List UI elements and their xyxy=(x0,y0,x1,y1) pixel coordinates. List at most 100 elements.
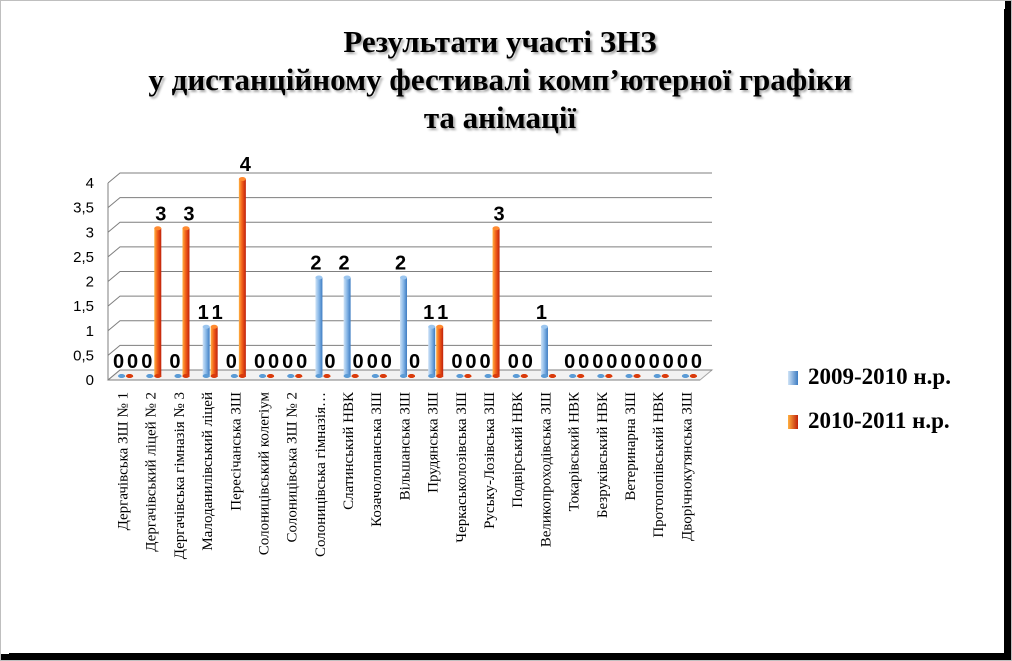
bar-cap xyxy=(436,324,444,329)
data-label: 0 xyxy=(268,351,279,373)
data-label: 0 xyxy=(169,351,180,373)
gridline xyxy=(107,271,712,282)
x-tick-label: Подвірський НВК xyxy=(510,391,526,508)
data-label: 3 xyxy=(183,203,194,225)
y-tick-label: 3 xyxy=(86,224,94,241)
data-label: 0 xyxy=(480,351,491,373)
data-label: 1 xyxy=(198,302,209,324)
bar-base xyxy=(146,374,154,378)
bar-base xyxy=(464,374,472,378)
y-tick-label: 2 xyxy=(86,274,94,291)
bar-2010 xyxy=(210,326,218,377)
data-label: 3 xyxy=(494,203,505,225)
bar-base xyxy=(202,374,210,378)
bar-2009 xyxy=(400,277,407,377)
gridline xyxy=(107,197,712,209)
bar-base xyxy=(408,374,415,378)
bar-cap xyxy=(492,226,500,231)
bar-cap xyxy=(428,324,436,329)
bar-2009 xyxy=(343,277,351,377)
bar-2010 xyxy=(492,228,500,377)
bar-base xyxy=(633,374,641,378)
y-tick-label: 3,5 xyxy=(73,200,94,217)
bar-base xyxy=(456,374,464,378)
chart-title-line-3: та анімації xyxy=(423,100,577,135)
x-tick-label: Дворічнокутянська ЗШ xyxy=(679,392,695,541)
data-label: 0 xyxy=(620,351,631,373)
x-tick-label: Слатинський НВК xyxy=(341,391,357,510)
bar-2009 xyxy=(428,326,436,377)
bar-2010 xyxy=(154,228,162,377)
bar-base xyxy=(512,374,520,378)
legend-swatch-2010 xyxy=(788,415,798,429)
data-label: 0 xyxy=(606,351,617,373)
data-label: 0 xyxy=(324,351,335,373)
x-tick-label: Ветеринарна ЗШ xyxy=(623,392,639,501)
bar-base xyxy=(230,374,238,378)
x-tick-label: Солоницівський колегіум xyxy=(256,391,272,555)
data-label: 2 xyxy=(339,253,350,275)
data-label: 0 xyxy=(282,351,293,373)
y-tick-label: 1,5 xyxy=(73,298,94,315)
bar-cap xyxy=(182,226,190,231)
bar-base xyxy=(182,374,190,378)
bar-base xyxy=(295,374,303,378)
bar-cap xyxy=(315,275,323,280)
bar-base xyxy=(315,374,323,378)
bar-base xyxy=(540,374,548,378)
bar-cap xyxy=(154,226,162,231)
bar-base xyxy=(597,374,605,378)
chart-title-line-1: Результати участі ЗНЗ xyxy=(343,24,657,59)
x-tick-label: Козачолопанська ЗШ xyxy=(369,392,385,527)
bar-base xyxy=(379,374,387,378)
bar-base xyxy=(174,374,182,378)
bar-base xyxy=(259,374,267,378)
gridline xyxy=(107,344,712,356)
x-tick-label: Вільшанська ЗШ xyxy=(397,392,413,500)
y-tick-label: 0,5 xyxy=(73,347,94,364)
data-label: 0 xyxy=(465,351,476,373)
gridline xyxy=(107,369,712,381)
x-tick-label: Пересічанська ЗШ xyxy=(228,392,244,511)
bar-cap xyxy=(400,275,407,280)
data-label: 0 xyxy=(254,351,265,373)
chart-title-line-2: у дистанційному фестивалі комп’ютерної г… xyxy=(148,62,852,97)
bar-base xyxy=(343,374,351,378)
bar-base xyxy=(118,374,126,378)
x-tick-label: Солоницівська гімназія… xyxy=(313,392,329,557)
data-label: 2 xyxy=(310,253,321,275)
bar-2009 xyxy=(540,326,548,377)
x-tick-label: Безруківський НВК xyxy=(595,391,611,518)
data-label: 4 xyxy=(240,154,252,176)
data-label: 0 xyxy=(649,351,660,373)
bar-base xyxy=(484,374,492,378)
bar-base xyxy=(238,374,246,378)
data-label: 0 xyxy=(296,351,307,373)
data-label: 1 xyxy=(212,302,223,324)
data-label: 0 xyxy=(564,351,575,373)
data-label: 0 xyxy=(522,351,533,373)
bar-base xyxy=(126,374,134,378)
bar-base xyxy=(548,374,556,378)
data-label: 0 xyxy=(409,351,420,373)
bar-base xyxy=(689,374,697,378)
y-tick-label: 4 xyxy=(86,175,94,192)
x-tick-label: Руську-Лозівська ЗШ xyxy=(482,392,498,529)
x-tick-label: Дергачівський ліцей № 2 xyxy=(144,392,160,552)
bar-base xyxy=(371,374,379,378)
data-label: 0 xyxy=(367,351,378,373)
x-tick-label: Дергачівська гімназія № 3 xyxy=(172,392,188,559)
gridline xyxy=(107,221,712,233)
data-label: 1 xyxy=(423,302,434,324)
legend-item-2009: 2009-2010 н.р. xyxy=(788,364,951,390)
bar-base xyxy=(267,374,275,378)
bar-base xyxy=(569,374,577,378)
bar-base xyxy=(287,374,295,378)
bar-cap xyxy=(238,177,246,181)
x-tick-label: Прудянська ЗШ xyxy=(426,392,442,493)
bar-cap xyxy=(210,324,218,329)
bar-2010 xyxy=(436,326,444,377)
bar-base xyxy=(605,374,613,378)
gridline xyxy=(107,320,712,332)
